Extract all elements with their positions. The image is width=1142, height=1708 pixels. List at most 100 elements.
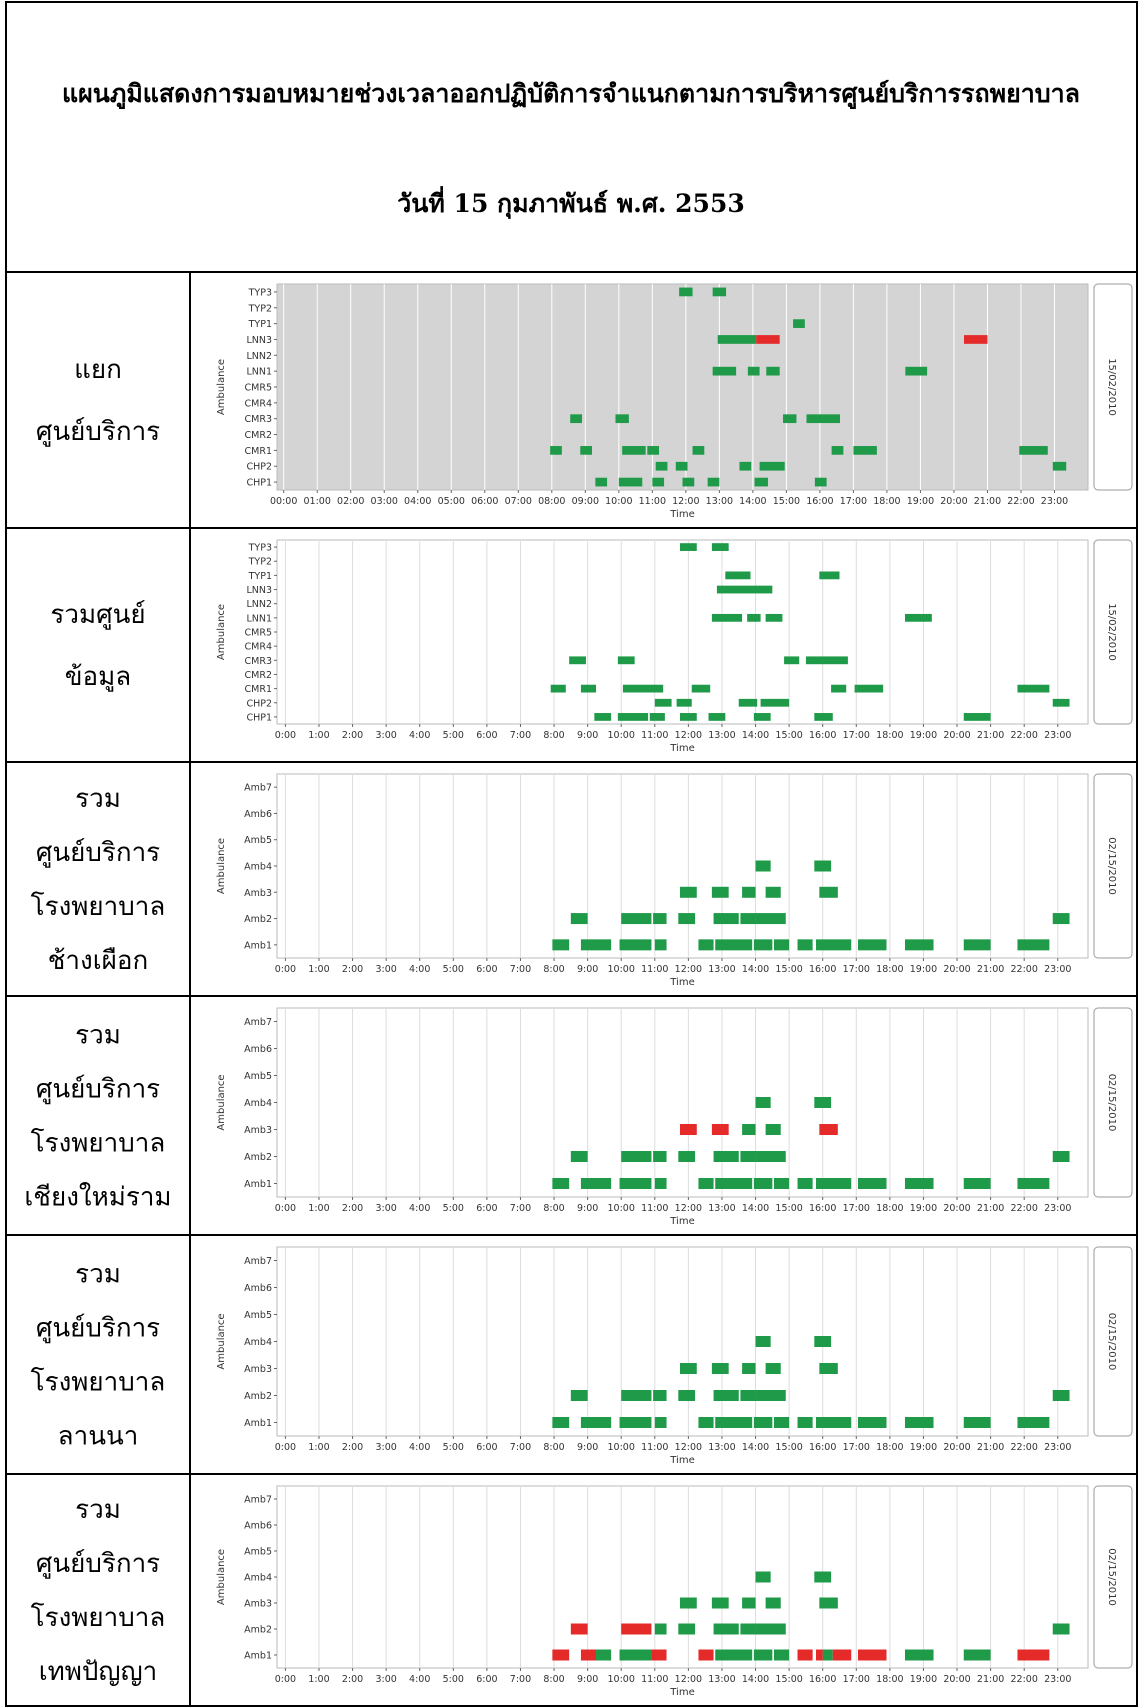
bar [765,1597,781,1609]
bar [740,1623,756,1635]
bar [711,1597,729,1609]
x-tick-label: 15:00 [775,1203,802,1214]
bar [806,414,841,424]
x-tick-label: 6:00 [476,730,497,741]
x-tick-label: 11:00 [641,964,668,975]
y-tick-label: CMR2 [245,670,272,681]
bar [654,1417,667,1428]
bar [682,477,695,487]
bar [698,939,714,951]
x-tick-label: 8:00 [543,1442,564,1453]
bar [676,698,692,707]
x-tick-label: 18:00 [876,730,903,741]
bar [742,886,756,898]
x-tick-label: 21:00 [977,1674,1004,1685]
bar [580,1417,612,1428]
bar [774,939,790,951]
bar [1017,1178,1050,1189]
bar [755,1623,786,1635]
x-tick-label: 05:00 [438,496,465,507]
row-label: ศูนย์บริการ [36,838,160,868]
x-tick-label: 17:00 [843,1674,870,1685]
bar [839,939,852,951]
bar [595,477,608,487]
x-tick-label: 11:00 [641,1203,668,1214]
x-tick-label: 22:00 [1010,1203,1037,1214]
y-tick-label: Amb3 [244,1364,272,1375]
bar [853,446,877,455]
x-tick-label: 23:00 [1044,964,1071,975]
bar [1052,1151,1070,1162]
bar [904,939,934,951]
x-tick-label: 09:00 [572,496,599,507]
x-tick-label: 10:00 [608,964,635,975]
bar [717,335,757,344]
bar [617,656,635,665]
row-label: โรงพยาบาล [31,1367,166,1398]
x-axis-label: Time [669,1687,694,1698]
x-tick-label: 10:00 [608,730,635,741]
x-tick-label: 10:00 [608,1203,635,1214]
y-tick-label: LNN2 [246,599,272,610]
bar [1052,913,1070,925]
x-axis-label: Time [669,1455,694,1466]
x-tick-label: 17:00 [840,496,867,507]
bar [754,477,768,487]
bar [815,1178,840,1189]
bar [963,1649,991,1661]
x-tick-label: 18:00 [876,1442,903,1453]
y-tick-label: CMR3 [245,414,272,425]
bar [713,1390,739,1401]
x-tick-label: 6:00 [476,1442,497,1453]
x-tick-label: 20:00 [943,1203,970,1214]
y-tick-label: Amb4 [244,1337,272,1348]
date-strip [1093,283,1133,491]
date-label: 02/15/2010 [1106,1074,1117,1132]
bar [707,477,720,487]
bar [759,461,785,471]
bar [711,1124,729,1135]
bar [594,713,612,721]
bar [655,461,668,471]
bar [654,1623,667,1635]
bar [622,684,664,693]
y-axis-label: Ambulance [216,359,227,415]
date-strip [1093,1246,1133,1437]
x-tick-label: 18:00 [876,964,903,975]
x-tick-label: 22:00 [1010,1674,1037,1685]
x-tick-label: 8:00 [543,1203,564,1214]
row-label: ลานนา [58,1422,139,1452]
y-tick-label: CMR1 [245,446,272,457]
bar [622,446,646,455]
date-label: 02/15/2010 [1106,837,1117,895]
y-tick-label: Amb6 [244,1283,272,1294]
y-tick-label: Amb3 [244,1125,272,1136]
x-tick-label: 0:00 [275,1442,296,1453]
x-tick-label: 2:00 [342,1674,363,1685]
x-tick-label: 1:00 [308,1442,329,1453]
row-label: โรงพยาบาล [31,1602,166,1633]
bar [963,1417,991,1428]
bar [765,613,783,622]
bar [904,613,932,622]
bar [621,1151,652,1162]
x-tick-label: 2:00 [342,1442,363,1453]
bar [679,543,697,551]
bar [654,698,672,707]
bar [783,414,797,424]
x-tick-label: 03:00 [371,496,398,507]
x-tick-label: 02:00 [337,496,364,507]
bar [740,1390,756,1401]
bar [570,1623,588,1635]
bar [831,684,847,693]
bar [679,1124,697,1135]
x-tick-label: 22:00 [1010,1442,1037,1453]
bar [550,446,562,455]
y-tick-label: CHP1 [246,478,272,489]
bar [1017,1417,1050,1428]
row-label: โรงพยาบาล [31,891,166,922]
bar [755,860,771,872]
bar [550,684,566,693]
y-tick-label: CMR1 [245,684,272,695]
table-border [5,1,1138,1707]
